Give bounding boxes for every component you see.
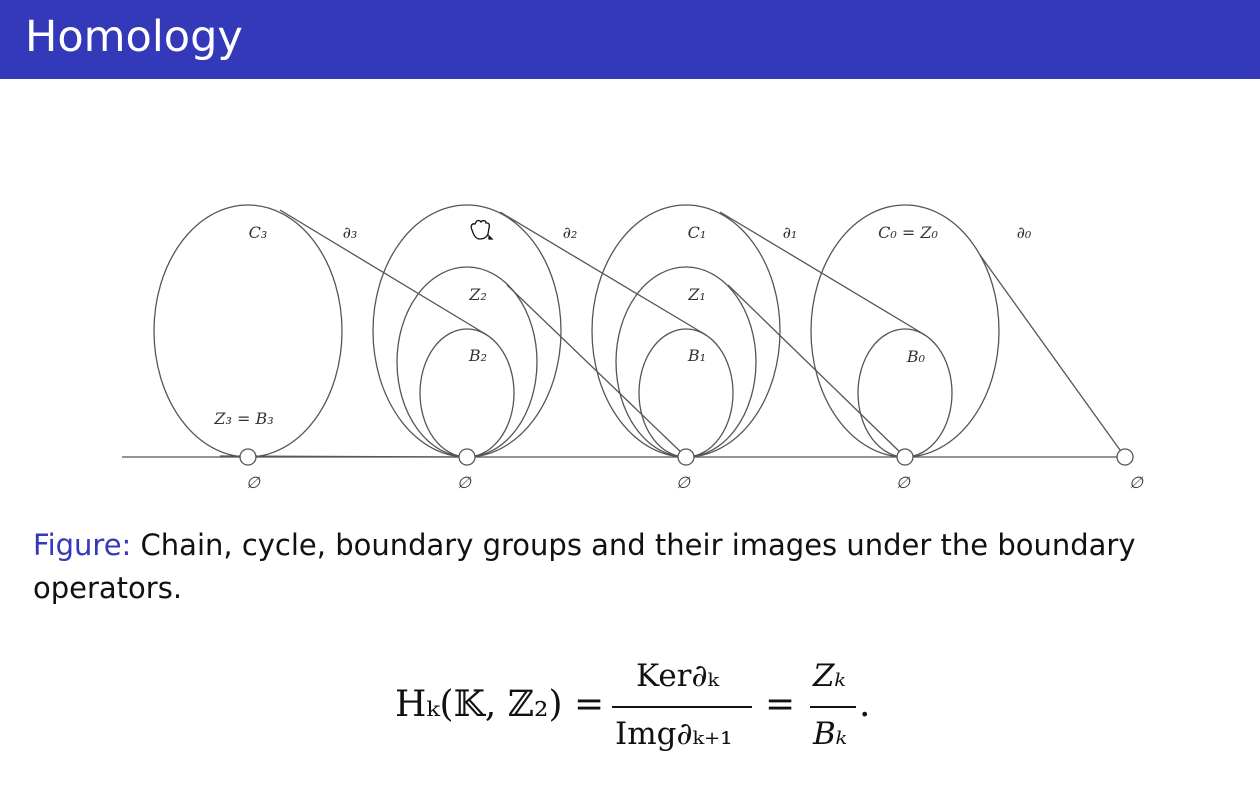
map-line <box>506 284 687 458</box>
formula-period: . <box>859 684 871 725</box>
ellipse-b2 <box>419 328 515 458</box>
node <box>458 448 476 466</box>
fraction-bar <box>810 706 856 708</box>
figure-caption: Figure: Chain, cycle, boundary groups an… <box>33 524 1213 610</box>
label-b2: B₂ <box>468 346 487 365</box>
map-line <box>979 254 1126 458</box>
formula-lhs: Hₖ(𝕂, ℤ₂) = <box>395 684 605 725</box>
ellipse-b0 <box>857 328 953 458</box>
formula-denominator-1: Img∂ₖ₊₁ <box>615 716 733 752</box>
label-empty: ∅ <box>457 473 472 492</box>
homology-formula: Hₖ(𝕂, ℤ₂) = Ker∂ₖ Img∂ₖ₊₁ = Zₖ Bₖ . <box>0 640 1260 760</box>
label-empty: ∅ <box>896 473 911 492</box>
label-empty: ∅ <box>1129 473 1144 492</box>
map-line <box>499 211 707 336</box>
label-z3-b3: Z₃ = B₃ <box>213 409 273 428</box>
hand-cursor-icon <box>470 219 494 240</box>
node <box>239 448 257 466</box>
node <box>677 448 695 466</box>
ellipse-z1 <box>615 266 757 458</box>
ellipse-z2 <box>396 266 538 458</box>
label-c0-z0: C₀ = Z₀ <box>878 223 938 242</box>
label-d0: ∂₀ <box>1017 223 1032 242</box>
label-empty: ∅ <box>676 473 691 492</box>
caption-label: Figure: <box>33 528 132 562</box>
label-c3: C₃ <box>249 223 268 242</box>
map-line <box>719 211 926 336</box>
map-line <box>219 455 468 458</box>
map-line <box>279 209 488 336</box>
node <box>1116 448 1134 466</box>
node <box>896 448 914 466</box>
slide-title: Homology <box>25 12 243 62</box>
label-z1: Z₁ <box>687 285 706 304</box>
map-line <box>727 284 906 458</box>
label-b1: B₁ <box>687 346 706 365</box>
label-empty: ∅ <box>246 473 261 492</box>
formula-numerator-2: Zₖ <box>813 658 846 694</box>
formula-equals: = <box>765 684 796 725</box>
slide-header: Homology <box>0 0 1260 79</box>
label-d1: ∂₁ <box>783 223 798 242</box>
fraction-bar <box>612 706 752 708</box>
formula-denominator-2: Bₖ <box>813 716 848 752</box>
label-z2: Z₂ <box>468 285 487 304</box>
label-c1: C₁ <box>688 223 707 242</box>
label-d3: ∂₃ <box>343 223 358 242</box>
caption-text: Chain, cycle, boundary groups and their … <box>33 528 1136 605</box>
label-b0: B₀ <box>906 347 926 366</box>
ellipse-b1 <box>638 328 734 458</box>
label-d2: ∂₂ <box>563 223 578 242</box>
formula-numerator-1: Ker∂ₖ <box>636 658 719 694</box>
ellipse-c0 <box>810 204 1000 458</box>
